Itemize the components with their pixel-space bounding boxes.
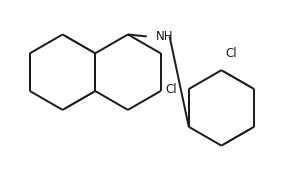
Text: NH: NH [156, 30, 173, 43]
Text: Cl: Cl [225, 47, 237, 60]
Text: Cl: Cl [165, 83, 177, 96]
